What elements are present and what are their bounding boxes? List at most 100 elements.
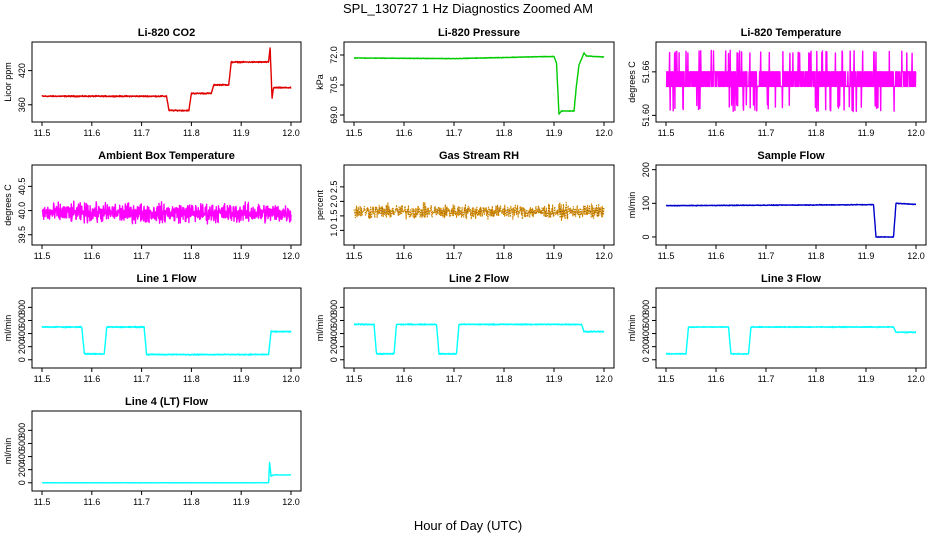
y-tick-label: 200: [17, 462, 27, 477]
y-axis-label: degrees C: [3, 184, 13, 226]
x-tick-label: 11.9: [233, 128, 250, 138]
y-tick-label: 800: [641, 300, 651, 315]
x-tick-label: 11.9: [858, 251, 875, 261]
data-area: [665, 202, 917, 238]
panel-title: Line 2 Flow: [449, 273, 509, 285]
x-tick-label: 11.5: [34, 497, 51, 507]
x-tick-label: 11.7: [133, 497, 150, 507]
x-tick-label: 11.5: [658, 128, 675, 138]
y-tick-label: 600: [17, 313, 27, 328]
x-tick-label: 11.9: [546, 374, 563, 384]
x-tick-label: 11.7: [446, 374, 463, 384]
x-tick-label: 11.6: [83, 374, 100, 384]
panel-li-820-temperature: Li-820 Temperature degrees C 11.5 11.6 11.7 1…: [627, 27, 927, 138]
x-tick-label: 11.7: [133, 128, 150, 138]
series-line: [353, 323, 605, 356]
y-axis-label: ml/min: [315, 315, 325, 342]
x-tick-label: 12.0: [907, 251, 925, 261]
y-tick-label: 40.5: [17, 178, 27, 196]
x-tick-label: 12.0: [595, 374, 613, 384]
panel-line-2-flow: Line 2 Flow ml/min 11.5 11.6 11.7 11.8 11.9 12.…: [315, 273, 615, 384]
series-line: [41, 47, 292, 112]
x-tick-label: 11.5: [34, 251, 51, 261]
series-line: [665, 49, 917, 113]
y-tick-label: 1.5: [329, 210, 339, 223]
x-tick-label: 11.6: [708, 128, 725, 138]
x-tick-label: 11.5: [658, 251, 675, 261]
data-area: [353, 323, 605, 356]
data-area: [41, 200, 292, 225]
y-tick-label: 0: [329, 357, 339, 362]
x-tick-label: 12.0: [282, 128, 300, 138]
x-tick-label: 11.6: [708, 251, 725, 261]
x-tick-label: 11.6: [396, 251, 413, 261]
series-line: [41, 325, 292, 356]
y-tick-label: 72.0: [329, 46, 339, 64]
plot-frame: [343, 41, 615, 123]
panel-ambient-box-temperature: Ambient Box Temperature degrees C 11.5 11.6…: [3, 150, 302, 261]
y-tick-label: 0: [641, 234, 651, 239]
y-axis-label: ml/min: [3, 438, 13, 465]
plot-frame: [31, 41, 302, 123]
x-tick-label: 12.0: [282, 251, 300, 261]
x-tick-label: 12.0: [282, 497, 300, 507]
series-line: [41, 200, 292, 225]
x-tick-label: 11.6: [83, 497, 100, 507]
x-tick-label: 12.0: [595, 128, 613, 138]
y-tick-label: 70.5: [329, 76, 339, 94]
y-axis-label: percent: [315, 189, 325, 220]
series-line: [665, 325, 917, 356]
plot-frame: [343, 164, 615, 246]
y-tick-label: 0: [17, 357, 27, 362]
x-tick-label: 11.6: [83, 128, 100, 138]
y-axis-label: ml/min: [627, 315, 637, 342]
data-area: [41, 325, 292, 356]
panel-li-820-co2: Li-820 CO2 Licor ppm 11.5 11.6 11.7 11.8 11.9 1…: [3, 27, 302, 138]
y-axis-label: kPa: [315, 74, 325, 90]
y-tick-label: 69.0: [329, 106, 339, 124]
x-tick-label: 11.6: [708, 374, 725, 384]
x-tick-label: 11.9: [858, 374, 875, 384]
x-tick-label: 11.8: [496, 251, 513, 261]
y-tick-label: 40.0: [17, 202, 27, 220]
plot-frame: [655, 41, 927, 123]
y-axis-label: ml/min: [3, 315, 13, 342]
y-tick-label: 400: [329, 326, 339, 341]
series-line: [353, 201, 605, 221]
y-tick-label: 600: [17, 436, 27, 451]
panel-title: Ambient Box Temperature: [98, 150, 235, 162]
x-tick-label: 11.6: [396, 374, 413, 384]
x-tick-label: 11.9: [858, 128, 875, 138]
x-tick-label: 11.7: [446, 251, 463, 261]
y-tick-label: 600: [329, 313, 339, 328]
data-area: [353, 52, 605, 115]
x-tick-label: 11.8: [496, 128, 513, 138]
y-tick-label: 200: [641, 162, 651, 177]
panel-line-3-flow: Line 3 Flow ml/min 11.5 11.6 11.7 11.8 11.9 12.…: [627, 273, 927, 384]
x-tick-label: 11.5: [346, 374, 363, 384]
data-area: [41, 47, 292, 112]
data-area: [665, 49, 917, 113]
y-axis-label: Licor ppm: [3, 62, 13, 102]
y-tick-label: 200: [329, 339, 339, 354]
series-line: [353, 52, 605, 115]
x-tick-label: 11.8: [808, 128, 825, 138]
x-tick-label: 11.9: [233, 497, 250, 507]
x-tick-label: 12.0: [907, 128, 925, 138]
plot-frame: [31, 410, 302, 492]
panel-line-4-lt-flow: Line 4 (LT) Flow ml/min 11.5 11.6 11.7 11.8 11…: [3, 396, 302, 507]
x-tick-label: 11.7: [133, 374, 150, 384]
y-tick-label: 360: [17, 97, 27, 112]
panel-title: Sample Flow: [757, 150, 825, 162]
x-tick-label: 11.9: [546, 128, 563, 138]
panel-title: Line 4 (LT) Flow: [125, 396, 208, 408]
x-tick-label: 11.8: [183, 374, 200, 384]
plot-frame: [655, 164, 927, 246]
x-tick-label: 11.8: [808, 374, 825, 384]
y-tick-label: 200: [641, 339, 651, 354]
y-tick-label: 800: [329, 300, 339, 315]
y-tick-label: 51.66: [641, 61, 651, 84]
data-area: [41, 461, 292, 484]
y-axis-label: degrees C: [627, 61, 637, 103]
